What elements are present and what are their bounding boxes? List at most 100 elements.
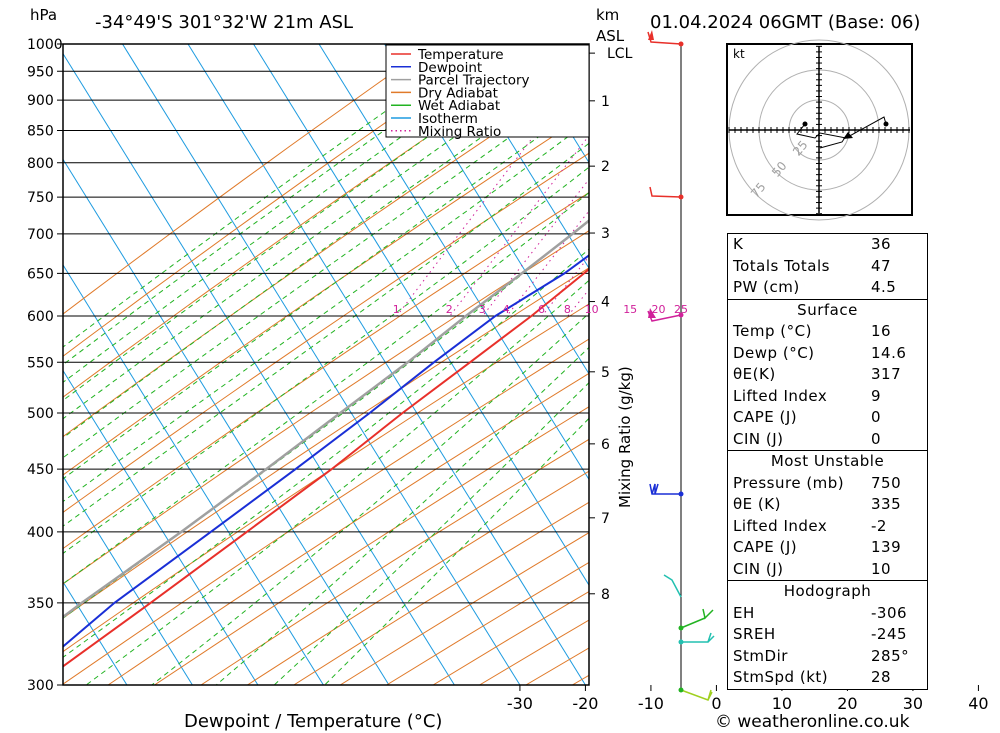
mixing-ratio-label: 10 xyxy=(585,303,599,316)
dewpoint-line xyxy=(63,254,589,648)
km-tick-label: 1 xyxy=(601,94,610,110)
wind-flag xyxy=(648,308,656,318)
surface-label: Dewp (°C) xyxy=(733,343,815,362)
hodo-point xyxy=(883,121,889,127)
dry-adiabat-line xyxy=(63,152,589,513)
wind-barb-dot xyxy=(678,41,684,47)
hodo-label: EH xyxy=(733,603,755,622)
mu-value: -2 xyxy=(871,516,887,535)
temp-tick-label: 10 xyxy=(772,694,792,713)
isotherm-line xyxy=(187,44,586,685)
isotherm-line xyxy=(63,158,390,685)
surface-value: 14.6 xyxy=(871,343,907,362)
storm-motion-marker xyxy=(843,132,853,139)
mu-value: 335 xyxy=(871,495,902,513)
lcl-label: LCL xyxy=(607,46,633,62)
parcel-trajectory-line xyxy=(63,219,589,619)
indices-table: K 36 Totals Totals 47 PW (cm) 4.5 Surface Tem… xyxy=(727,233,928,690)
wet-adiabat-line xyxy=(324,417,589,685)
wind-barb-dot xyxy=(678,639,684,645)
hodo-value: 285° xyxy=(871,646,910,665)
surface-value: 317 xyxy=(871,365,902,383)
legend-label: Dewpoint xyxy=(418,60,482,76)
mixing-ratio-label: 8 xyxy=(564,303,571,316)
top-label: PW (cm) xyxy=(733,278,800,296)
mu-row: Lifted Index -2 xyxy=(728,516,927,538)
dry-adiabat-line xyxy=(247,470,589,685)
wind-barb xyxy=(680,608,714,629)
mu-label: θE (K) xyxy=(733,495,781,513)
mixing-ratio-label: 1 xyxy=(393,303,400,316)
wet-adiabat-line xyxy=(63,44,586,420)
surface-row: θE(K) 317 xyxy=(728,364,927,386)
km-tick-label: 3 xyxy=(601,226,610,242)
wind-barb-dot xyxy=(678,687,684,693)
legend-label: Parcel Trajectory xyxy=(418,73,530,89)
temp-tick-label: 40 xyxy=(968,694,988,713)
mu-row: θE (K) 335 xyxy=(728,494,927,516)
top-label: Totals Totals xyxy=(733,256,830,275)
hodo-label: StmSpd (kt) xyxy=(733,668,829,686)
isotherm-line xyxy=(63,264,324,685)
wind-barb-dot xyxy=(678,625,684,631)
surface-row: Dewp (°C) 14.6 xyxy=(728,343,927,365)
pressure-tick-label: 500 xyxy=(27,406,54,422)
mixing-ratio-label: 4 xyxy=(503,303,510,316)
surface-row: Lifted Index 9 xyxy=(728,386,927,408)
surface-label: Temp (°C) xyxy=(733,322,812,340)
km-tick-label: 7 xyxy=(601,511,610,527)
pressure-tick-label: 1000 xyxy=(27,37,63,53)
chart-labels: 1 2 3 4 6 8 10 15 20 2530035040045050055060065070… xyxy=(27,37,989,713)
hodo-trace xyxy=(796,116,887,139)
isotherm-line xyxy=(63,52,455,685)
temp-tick-label: -10 xyxy=(638,694,664,713)
mu-label: CIN (J) xyxy=(733,559,784,578)
mixing-ratio-label: 6 xyxy=(538,303,545,316)
wind-barb-dot xyxy=(678,491,684,497)
mu-value: 750 xyxy=(871,473,902,492)
top-value: 47 xyxy=(871,256,892,275)
wet-adiabat-line xyxy=(63,44,534,383)
mu-label: Lifted Index xyxy=(733,516,828,535)
mixing-ratio-label: 20 xyxy=(652,303,666,316)
legend-label: Temperature xyxy=(417,47,504,63)
asl-label: ASL xyxy=(596,27,625,45)
wind-barb xyxy=(663,574,682,598)
hodo-title: Hodograph xyxy=(783,582,872,600)
isotherm-line xyxy=(515,44,589,164)
hodo-point xyxy=(802,121,808,127)
dry-adiabat-line xyxy=(63,44,566,398)
hodo-value: -306 xyxy=(871,603,908,622)
legend-label: Dry Adiabat xyxy=(418,85,498,101)
pressure-tick-label: 550 xyxy=(27,355,54,371)
mu-title: Most Unstable xyxy=(770,452,885,470)
surface-row: Temp (°C) 16 xyxy=(728,321,927,343)
wind-barb xyxy=(649,483,681,495)
mu-row: Pressure (mb) 750 xyxy=(728,473,927,495)
km-tick-label: 2 xyxy=(601,159,610,175)
mixing-ratio-label: 15 xyxy=(623,303,637,316)
wind-barb xyxy=(681,632,715,643)
isotherm-line xyxy=(384,44,589,375)
dry-adiabat-line xyxy=(63,338,589,685)
x-axis-label: Dewpoint / Temperature (°C) xyxy=(184,711,442,732)
isotherm-line xyxy=(63,475,193,685)
wind-barb xyxy=(680,689,713,701)
surface-value: 0 xyxy=(871,408,882,426)
surface-row: CAPE (J) 0 xyxy=(728,407,927,429)
isotherm-line xyxy=(63,369,259,685)
hodo-value: 28 xyxy=(871,668,892,686)
pressure-tick-label: 600 xyxy=(27,309,54,325)
y-axis-label-mixing: Mixing Ratio (g/kg) xyxy=(616,366,634,508)
km-tick-label: 4 xyxy=(601,295,610,311)
surface-label: Lifted Index xyxy=(733,386,828,405)
temp-tick-label: 30 xyxy=(903,694,923,713)
km-tick-label: 8 xyxy=(601,587,610,603)
legend-label: Mixing Ratio xyxy=(418,124,501,140)
surface-label: CIN (J) xyxy=(733,429,784,448)
hodo-row: SREH -245 xyxy=(728,624,927,646)
mixing-ratio-label: 3 xyxy=(479,303,486,316)
wet-adiabat-line xyxy=(273,381,589,685)
legend-label: Isotherm xyxy=(418,111,478,127)
